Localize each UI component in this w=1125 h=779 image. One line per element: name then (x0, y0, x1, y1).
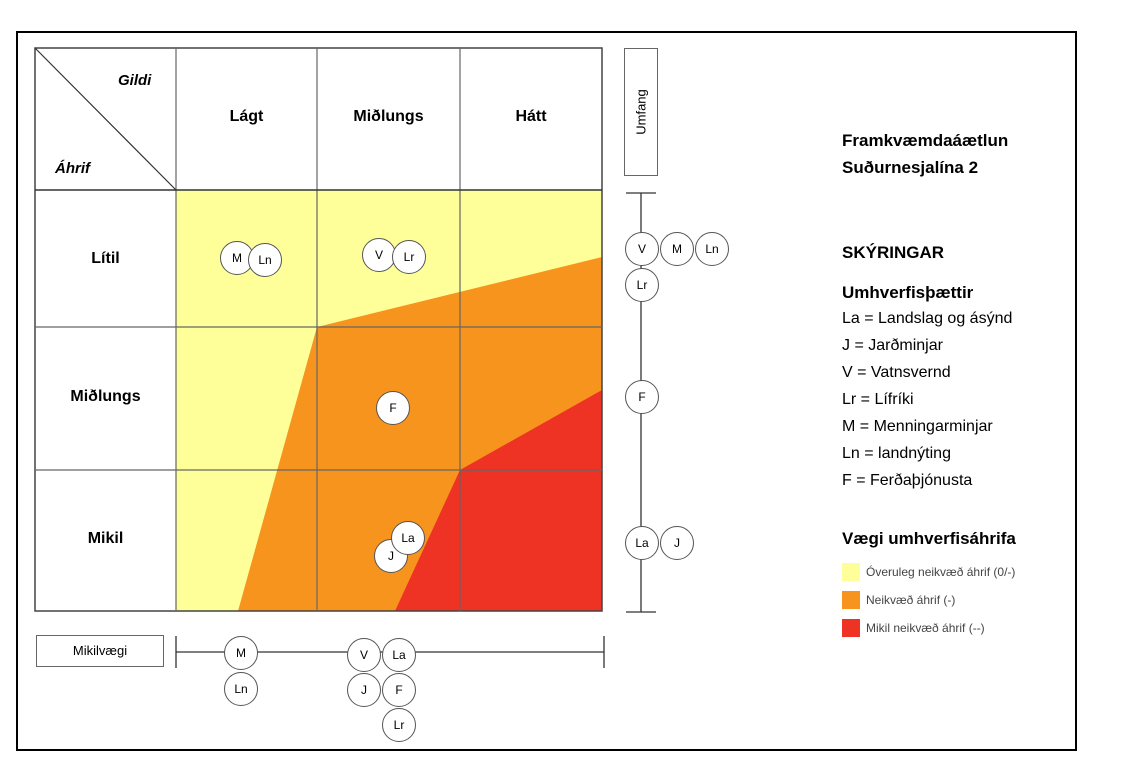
mikilvaegi-marker-j: J (347, 673, 381, 707)
row-header-mikil: Mikil (87, 530, 124, 547)
mikilvaegi-marker-f: F (382, 673, 416, 707)
project-title-line1: Framkvæmdaáætlun (842, 131, 1009, 150)
mikilvaegi-marker-m: M (224, 636, 258, 670)
marker-f: F (376, 391, 410, 425)
column-header-hatt: Hátt (515, 108, 547, 125)
umfang-marker-f: F (625, 380, 659, 414)
mikilvaegi-marker-la: La (382, 638, 416, 672)
corner-label-gildi: Gildi (118, 72, 152, 89)
weight-heading: Vægi umhverfisáhrifa (842, 529, 1016, 548)
mikilvaegi-marker-ln: Ln (224, 672, 258, 706)
factor-ln: Ln = landnýting (842, 445, 951, 462)
corner-label-ahrif: Áhrif (55, 160, 90, 177)
weight-label-medium: Neikvæð áhrif (-) (866, 593, 956, 607)
column-header-lagt: Lágt (229, 108, 264, 125)
factor-la: La = Landslag og ásýnd (842, 310, 1013, 327)
umfang-marker-ln: Ln (695, 232, 729, 266)
marker-la: La (391, 521, 425, 555)
marker-ln: Ln (248, 243, 282, 277)
factor-lr: Lr = Lífríki (842, 391, 914, 408)
marker-v: V (362, 238, 396, 272)
factors-heading: Umhverfisþættir (842, 283, 974, 302)
weight-label-high: Mikil neikvæð áhrif (--) (866, 621, 985, 635)
umfang-marker-lr: Lr (625, 268, 659, 302)
umfang-marker-j: J (660, 526, 694, 560)
umfang-marker-m: M (660, 232, 694, 266)
umfang-label: Umfang (633, 89, 649, 135)
mikilvaegi-marker-lr: Lr (382, 708, 416, 742)
project-title-line2: Suðurnesjalína 2 (842, 158, 979, 177)
umfang-label-box: Umfang (624, 48, 658, 176)
row-header-midlungs: Miðlungs (70, 388, 141, 405)
umfang-marker-v: V (625, 232, 659, 266)
weight-swatch-high (842, 619, 860, 637)
factor-f: F = Ferðaþjónusta (842, 472, 973, 489)
mikilvaegi-label: Mikilvægi (72, 643, 128, 658)
zone-red (395, 390, 602, 611)
umfang-marker-la: La (625, 526, 659, 560)
grid-lines (34, 47, 603, 612)
mikilvaegi-label-box: Mikilvægi (36, 635, 164, 667)
weight-label-low: Óveruleg neikvæð áhrif (0/-) (866, 565, 1016, 579)
legend-heading: SKÝRINGAR (842, 243, 945, 262)
diagram-frame (16, 31, 1077, 751)
weight-swatch-low (842, 563, 860, 581)
factor-m: M = Menningarminjar (842, 418, 993, 435)
header-row-bg (35, 48, 602, 190)
factor-v: V = Vatnsvernd (842, 364, 951, 381)
mikilvaegi-marker-v: V (347, 638, 381, 672)
column-header-midlungs: Miðlungs (353, 108, 424, 125)
row-header-litil: Lítil (91, 250, 120, 267)
marker-lr: Lr (392, 240, 426, 274)
factor-j: J = Jarðminjar (842, 337, 943, 354)
row-header-bg (35, 190, 176, 611)
weight-swatch-medium (842, 591, 860, 609)
